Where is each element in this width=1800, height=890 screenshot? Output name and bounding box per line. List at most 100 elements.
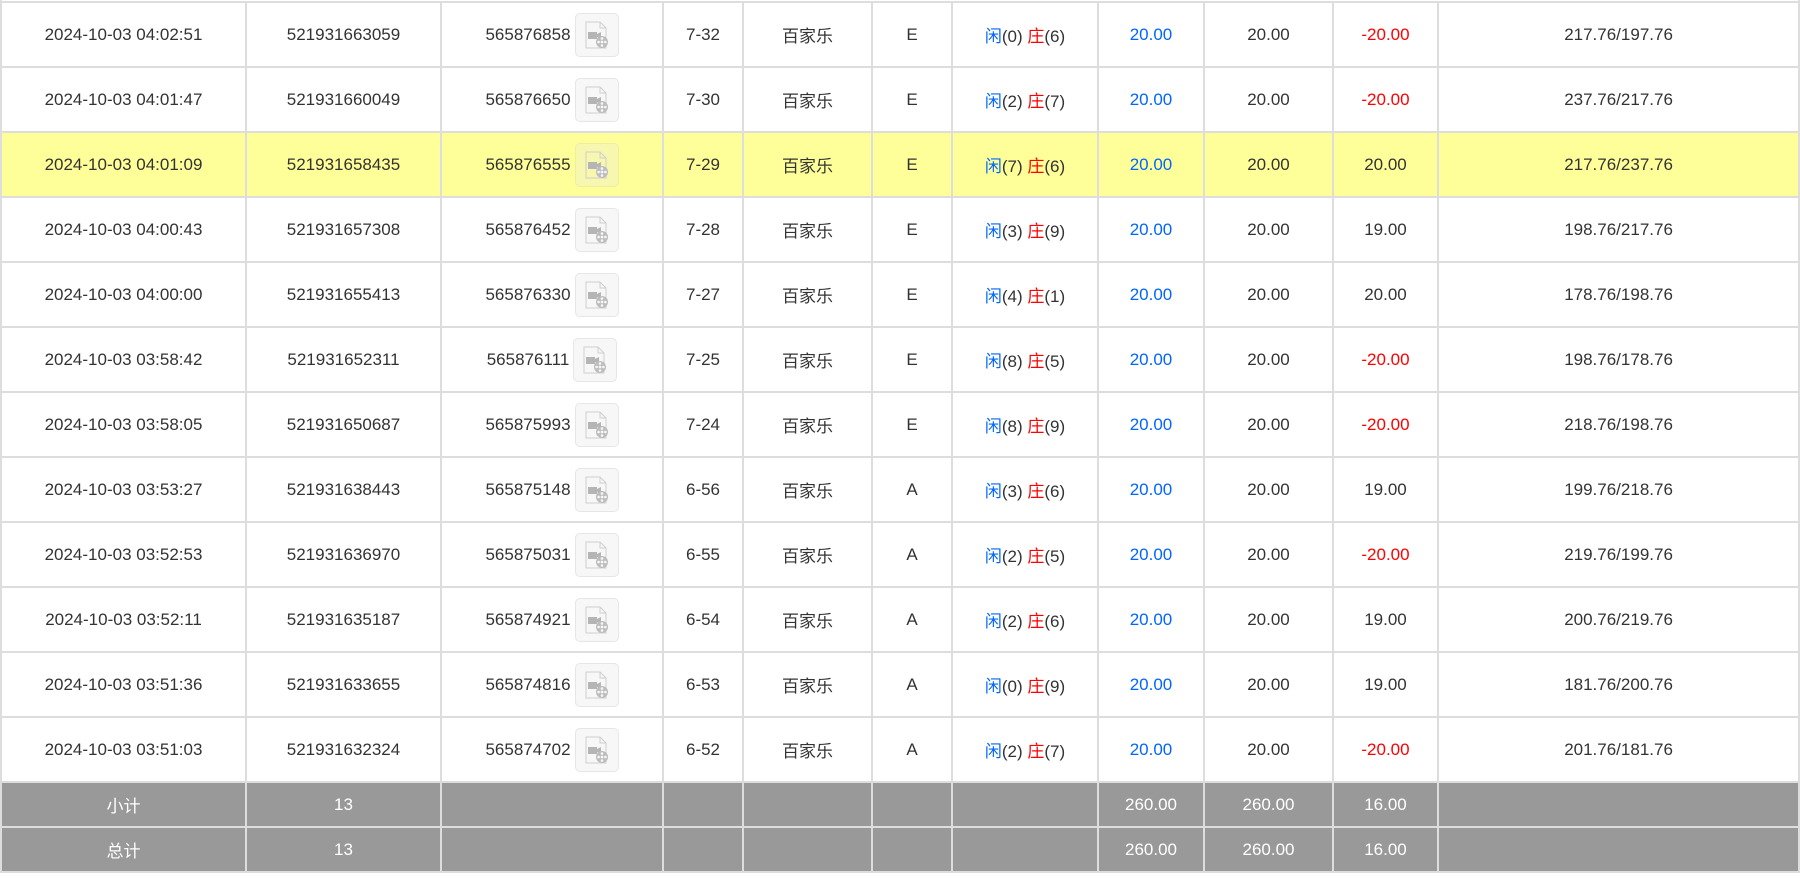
banker-label: 庄 [1027, 352, 1045, 371]
win-loss: -20.00 [1332, 326, 1439, 393]
win-loss: 19.00 [1332, 586, 1439, 653]
table-row: 2024-10-03 03:51:03 521931632324 5658747… [0, 716, 1800, 783]
total-row: 总计 13 260.00 260.00 16.00 [0, 826, 1800, 873]
game-number: 565874921 [485, 609, 571, 629]
game-number-cell: 565874921 [440, 586, 664, 653]
game-number: 565876858 [485, 24, 571, 44]
valid-bet: 20.00 [1203, 391, 1334, 458]
subtotal-bet: 260.00 [1097, 781, 1205, 828]
round-number: 6-52 [662, 716, 744, 783]
video-replay-icon[interactable] [573, 337, 618, 382]
win-loss: -20.00 [1332, 391, 1439, 458]
player-label: 闲 [984, 677, 1002, 696]
round-number: 7-27 [662, 261, 744, 328]
bet-time: 2024-10-03 04:00:00 [0, 261, 247, 328]
order-number: 521931663059 [245, 1, 442, 68]
video-replay-icon[interactable] [574, 402, 619, 447]
player-points: (2) [1001, 742, 1023, 761]
subtotal-count: 13 [245, 781, 442, 828]
player-label: 闲 [984, 222, 1002, 241]
empty-cell [440, 826, 664, 873]
video-replay-icon[interactable] [574, 77, 619, 122]
win-loss: 19.00 [1332, 196, 1439, 263]
game-number-cell: 565874702 [440, 716, 664, 783]
result-cell: 闲(2) 庄(7) [951, 716, 1099, 783]
game-number-cell: 565876650 [440, 66, 664, 133]
player-label: 闲 [984, 742, 1002, 761]
valid-bet: 20.00 [1203, 261, 1334, 328]
game-type: 百家乐 [742, 586, 873, 653]
bet-time: 2024-10-03 03:52:11 [0, 586, 247, 653]
game-number-cell: 565876111 [440, 326, 664, 393]
game-type: 百家乐 [742, 456, 873, 523]
result-cell: 闲(2) 庄(7) [951, 66, 1099, 133]
player-label: 闲 [984, 547, 1002, 566]
table-row: 2024-10-03 03:58:42 521931652311 5658761… [0, 326, 1800, 393]
player-points: (8) [1001, 352, 1023, 371]
result-cell: 闲(0) 庄(9) [951, 651, 1099, 718]
player-points: (2) [1001, 612, 1023, 631]
win-loss: 19.00 [1332, 456, 1439, 523]
balance-change: 200.76/219.76 [1436, 586, 1800, 653]
valid-bet: 20.00 [1203, 1, 1334, 68]
video-replay-icon[interactable] [574, 597, 619, 642]
game-number: 565875148 [485, 479, 571, 499]
game-number-cell: 565876452 [440, 196, 664, 263]
table-name: A [871, 586, 953, 653]
valid-bet: 20.00 [1203, 586, 1334, 653]
video-replay-icon[interactable] [574, 142, 619, 187]
bet-time: 2024-10-03 04:01:09 [0, 131, 247, 198]
balance-change: 219.76/199.76 [1436, 521, 1800, 588]
banker-label: 庄 [1027, 27, 1045, 46]
valid-bet: 20.00 [1203, 66, 1334, 133]
balance-change: 201.76/181.76 [1436, 716, 1800, 783]
empty-cell [871, 826, 953, 873]
order-number: 521931650687 [245, 391, 442, 458]
banker-label: 庄 [1027, 612, 1045, 631]
video-replay-icon[interactable] [574, 12, 619, 57]
game-number-cell: 565875148 [440, 456, 664, 523]
total-bet: 260.00 [1097, 826, 1205, 873]
table-row: 2024-10-03 03:52:11 521931635187 5658749… [0, 586, 1800, 653]
banker-points: (7) [1044, 742, 1066, 761]
bet-amount: 20.00 [1097, 196, 1205, 263]
subtotal-valid: 260.00 [1203, 781, 1334, 828]
table-row: 2024-10-03 04:00:43 521931657308 5658764… [0, 196, 1800, 263]
bet-time: 2024-10-03 04:01:47 [0, 66, 247, 133]
banker-points: (9) [1044, 677, 1066, 696]
video-replay-icon[interactable] [574, 207, 619, 252]
player-points: (3) [1001, 222, 1023, 241]
game-type: 百家乐 [742, 716, 873, 783]
valid-bet: 20.00 [1203, 326, 1334, 393]
video-replay-icon[interactable] [574, 662, 619, 707]
valid-bet: 20.00 [1203, 716, 1334, 783]
empty-cell [742, 826, 873, 873]
video-replay-icon[interactable] [574, 467, 619, 512]
table-name: E [871, 131, 953, 198]
player-points: (3) [1001, 482, 1023, 501]
empty-cell [662, 826, 744, 873]
video-replay-icon[interactable] [574, 272, 619, 317]
bet-time: 2024-10-03 03:51:36 [0, 651, 247, 718]
game-number: 565874702 [485, 739, 571, 759]
round-number: 7-30 [662, 66, 744, 133]
player-points: (2) [1001, 547, 1023, 566]
banker-label: 庄 [1027, 92, 1045, 111]
empty-cell [742, 781, 873, 828]
win-loss: -20.00 [1332, 521, 1439, 588]
game-number-cell: 565876555 [440, 131, 664, 198]
player-label: 闲 [984, 482, 1002, 501]
valid-bet: 20.00 [1203, 456, 1334, 523]
round-number: 7-32 [662, 1, 744, 68]
order-number: 521931636970 [245, 521, 442, 588]
table-row: 2024-10-03 03:58:05 521931650687 5658759… [0, 391, 1800, 458]
game-number: 565876452 [485, 219, 571, 239]
table-row: 2024-10-03 03:51:36 521931633655 5658748… [0, 651, 1800, 718]
video-replay-icon[interactable] [574, 532, 619, 577]
empty-cell [1436, 826, 1800, 873]
video-replay-icon[interactable] [574, 727, 619, 772]
win-loss: 20.00 [1332, 261, 1439, 328]
round-number: 6-56 [662, 456, 744, 523]
empty-cell [440, 781, 664, 828]
result-cell: 闲(0) 庄(6) [951, 1, 1099, 68]
